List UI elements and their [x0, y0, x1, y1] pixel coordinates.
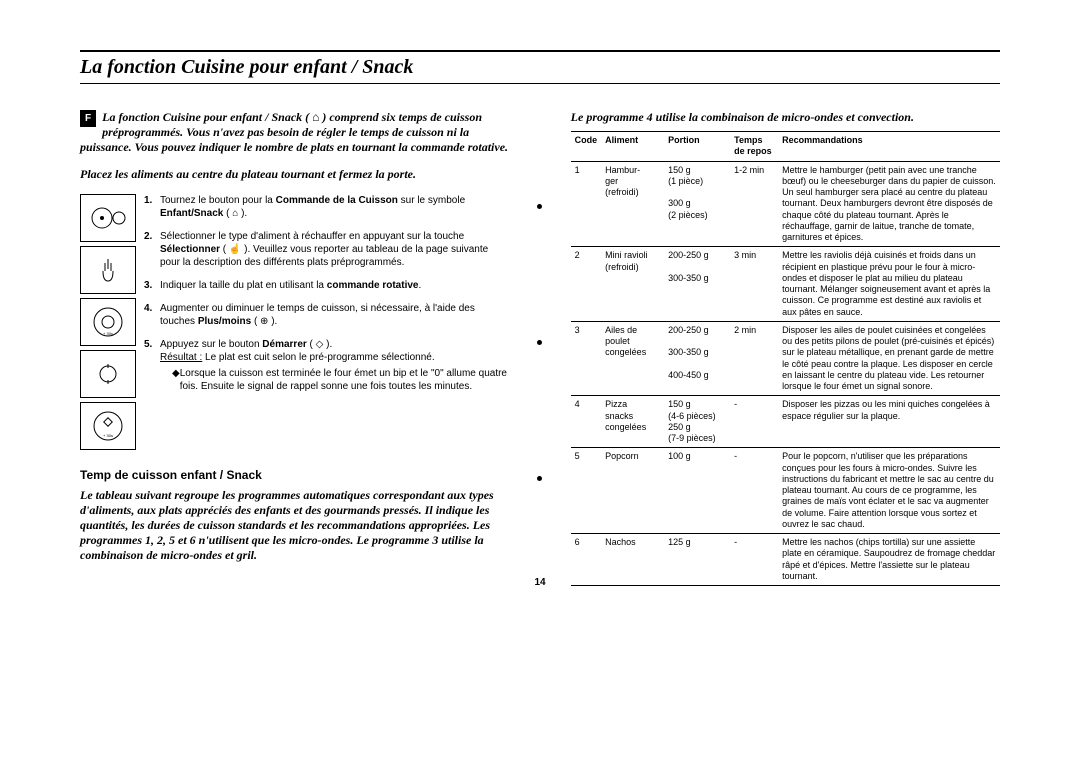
- cell-portion: 150 g (4-6 pièces) 250 g (7-9 pièces): [664, 396, 730, 448]
- table-header-row: Code Aliment Portion Temps de repos Reco…: [571, 132, 1000, 162]
- plusminus-icon: [80, 350, 136, 398]
- cell-portion: 100 g: [664, 448, 730, 534]
- cell-aliment: Hambur- ger (refroidi): [601, 161, 664, 247]
- right-intro: Le programme 4 utilise la combinaison de…: [571, 110, 1000, 125]
- steps-area: + 30s + 30s 1. Tournez le bouton pour la…: [80, 194, 509, 450]
- start-icon: + 30s: [80, 402, 136, 450]
- table-row: 1Hambur- ger (refroidi)150 g (1 pièce) 3…: [571, 161, 1000, 247]
- step-3: 3. Indiquer la taille du plat en utilisa…: [144, 279, 509, 292]
- knob-icon: + 30s: [80, 298, 136, 346]
- cell-temps: -: [730, 396, 778, 448]
- page-title: La fonction Cuisine pour enfant / Snack: [80, 56, 1000, 79]
- step-2: 2. Sélectionner le type d'aliment à réch…: [144, 230, 509, 269]
- cell-reco: Mettre le hamburger (petit pain avec une…: [778, 161, 1000, 247]
- intro-paragraph: La fonction Cuisine pour enfant / Snack …: [80, 110, 509, 155]
- intro-instruction: Placez les aliments au centre du plateau…: [80, 167, 509, 182]
- cell-aliment: Pizza snacks congelées: [601, 396, 664, 448]
- cell-reco: Pour le popcorn, n'utiliser que les prép…: [778, 448, 1000, 534]
- svg-text:+ 30s: + 30s: [103, 433, 113, 438]
- cell-portion: 150 g (1 pièce) 300 g (2 pièces): [664, 161, 730, 247]
- th-portion: Portion: [664, 132, 730, 162]
- cell-portion: 200-250 g 300-350 g 400-450 g: [664, 321, 730, 396]
- cell-aliment: Popcorn: [601, 448, 664, 534]
- th-reco: Recommandations: [778, 132, 1000, 162]
- language-badge: F: [80, 110, 96, 127]
- table-row: 3Ailes de poulet congelées200-250 g 300-…: [571, 321, 1000, 396]
- cell-reco: Disposer les ailes de poulet cuisinées e…: [778, 321, 1000, 396]
- table-intro: Le tableau suivant regroupe les programm…: [80, 488, 509, 563]
- th-temps: Temps de repos: [730, 132, 778, 162]
- cooking-table: Code Aliment Portion Temps de repos Reco…: [571, 131, 1000, 586]
- cell-code: 2: [571, 247, 602, 322]
- table-row: 4Pizza snacks congelées150 g (4-6 pièces…: [571, 396, 1000, 448]
- th-code: Code: [571, 132, 602, 162]
- two-columns: F La fonction Cuisine pour enfant / Snac…: [80, 98, 1000, 586]
- cell-portion: 200-250 g 300-350 g: [664, 247, 730, 322]
- icon-column: + 30s + 30s: [80, 194, 136, 450]
- steps-list: 1. Tournez le bouton pour la Commande de…: [144, 194, 509, 450]
- left-column: F La fonction Cuisine pour enfant / Snac…: [80, 98, 509, 586]
- step-5: 5. Appuyez sur le bouton Démarrer ( ◇ ).…: [144, 338, 509, 393]
- top-rule-thick: [80, 50, 1000, 52]
- cell-code: 4: [571, 396, 602, 448]
- binding-dots: [535, 98, 544, 586]
- cell-aliment: Ailes de poulet congelées: [601, 321, 664, 396]
- table-row: 2Mini ravioli (refroidi)200-250 g 300-35…: [571, 247, 1000, 322]
- title-underline: [80, 83, 1000, 84]
- svg-text:+ 30s: + 30s: [103, 331, 113, 336]
- cell-aliment: Mini ravioli (refroidi): [601, 247, 664, 322]
- step-1: 1. Tournez le bouton pour la Commande de…: [144, 194, 509, 220]
- cell-code: 5: [571, 448, 602, 534]
- cell-temps: 2 min: [730, 321, 778, 396]
- cell-temps: 3 min: [730, 247, 778, 322]
- step-4: 4. Augmenter ou diminuer le temps de cui…: [144, 302, 509, 328]
- dial-icon: [80, 194, 136, 242]
- page-root: La fonction Cuisine pour enfant / Snack …: [0, 0, 1080, 606]
- cell-temps: -: [730, 448, 778, 534]
- cell-temps: 1-2 min: [730, 161, 778, 247]
- th-aliment: Aliment: [601, 132, 664, 162]
- cell-reco: Disposer les pizzas ou les mini quiches …: [778, 396, 1000, 448]
- right-column: Le programme 4 utilise la combinaison de…: [571, 98, 1000, 586]
- page-number: 14: [0, 577, 1080, 588]
- subsection-heading: Temp de cuisson enfant / Snack: [80, 468, 509, 482]
- table-row: 5Popcorn100 g-Pour le popcorn, n'utilise…: [571, 448, 1000, 534]
- cell-code: 1: [571, 161, 602, 247]
- hand-icon: [80, 246, 136, 294]
- cell-reco: Mettre les raviolis déjà cuisinés et fro…: [778, 247, 1000, 322]
- cell-code: 3: [571, 321, 602, 396]
